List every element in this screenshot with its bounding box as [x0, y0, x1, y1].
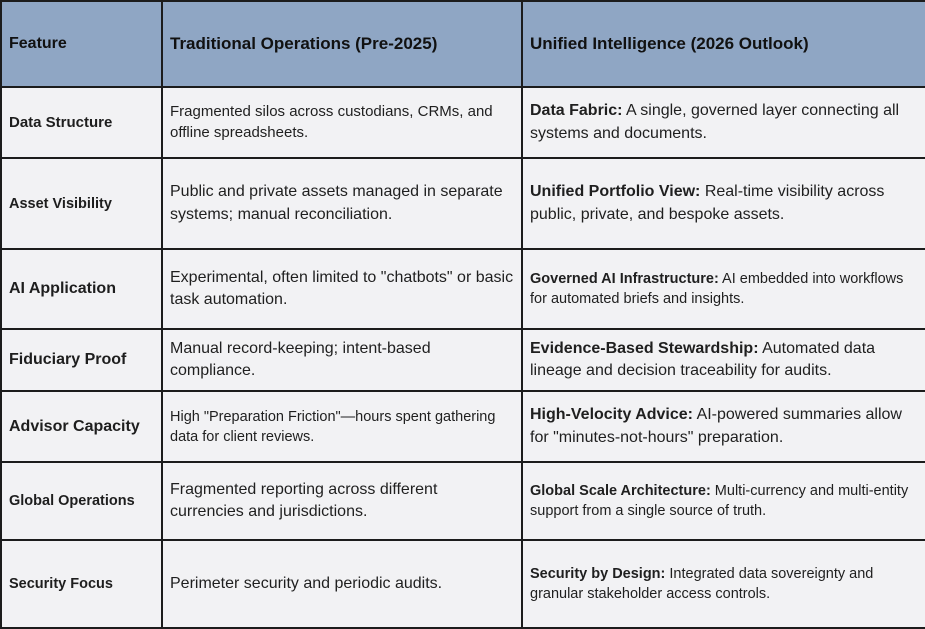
traditional-cell: Fragmented silos across custodians, CRMs…: [161, 86, 523, 159]
table-row: Data Structure Fragmented silos across c…: [0, 86, 925, 159]
traditional-cell: Perimeter security and periodic audits.: [161, 539, 523, 629]
unified-cell-heading: Governed AI Infrastructure:: [530, 271, 719, 287]
unified-cell-heading: Evidence-Based Stewardship:: [530, 339, 759, 357]
feature-cell: Security Focus: [0, 539, 163, 629]
unified-cell-text: Integrated data sovereignty and granular…: [530, 566, 874, 602]
feature-cell: Asset Visibility: [0, 157, 163, 250]
table-row: Asset Visibility Public and private asse…: [0, 157, 925, 250]
unified-cell: Evidence-Based Stewardship: Automated da…: [521, 328, 925, 392]
header-feature: Feature: [0, 0, 163, 88]
unified-cell-text: Real-time visibility across public, priv…: [530, 183, 885, 223]
unified-cell-text: A single, governed layer connecting all …: [530, 102, 900, 142]
unified-cell-text: Multi-currency and multi-entity support …: [530, 483, 909, 519]
header-unified: Unified Intelligence (2026 Outlook): [521, 0, 925, 88]
table-row: Fiduciary Proof Manual record-keeping; i…: [0, 328, 925, 392]
unified-cell: Data Fabric: A single, governed layer co…: [521, 86, 925, 159]
unified-cell-heading: Security by Design:: [530, 566, 666, 582]
feature-cell: Advisor Capacity: [0, 390, 163, 463]
unified-cell-heading: Global Scale Architecture:: [530, 483, 711, 499]
table-header-row: Feature Traditional Operations (Pre-2025…: [0, 0, 925, 88]
unified-cell: Unified Portfolio View: Real-time visibi…: [521, 157, 925, 250]
traditional-cell: High "Preparation Friction"—hours spent …: [161, 390, 523, 463]
traditional-cell: Fragmented reporting across different cu…: [161, 461, 523, 541]
traditional-cell: Public and private assets managed in sep…: [161, 157, 523, 250]
traditional-cell: Experimental, often limited to "chatbots…: [161, 248, 523, 330]
unified-cell-text: Automated data lineage and decision trac…: [530, 339, 876, 379]
unified-cell: High-Velocity Advice: AI-powered summari…: [521, 390, 925, 463]
unified-cell: Security by Design: Integrated data sove…: [521, 539, 925, 629]
table-row: Security Focus Perimeter security and pe…: [0, 539, 925, 629]
unified-cell-heading: Unified Portfolio View:: [530, 183, 701, 201]
unified-cell-heading: High-Velocity Advice:: [530, 406, 693, 424]
table-row: Advisor Capacity High "Preparation Frict…: [0, 390, 925, 463]
feature-cell: Global Operations: [0, 461, 163, 541]
header-traditional: Traditional Operations (Pre-2025): [161, 0, 523, 88]
feature-cell: AI Application: [0, 248, 163, 330]
unified-cell-heading: Data Fabric:: [530, 102, 623, 120]
unified-cell: Global Scale Architecture: Multi-currenc…: [521, 461, 925, 541]
traditional-cell: Manual record-keeping; intent-based comp…: [161, 328, 523, 392]
unified-cell-text: AI embedded into workflows for automated…: [530, 271, 904, 307]
table-row: AI Application Experimental, often limit…: [0, 248, 925, 330]
unified-cell: Governed AI Infrastructure: AI embedded …: [521, 248, 925, 330]
feature-cell: Data Structure: [0, 86, 163, 159]
unified-cell-text: AI-powered summaries allow for "minutes-…: [530, 406, 902, 446]
feature-cell: Fiduciary Proof: [0, 328, 163, 392]
table-row: Global Operations Fragmented reporting a…: [0, 461, 925, 541]
